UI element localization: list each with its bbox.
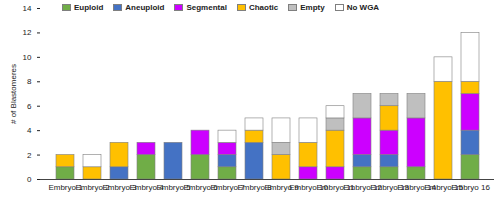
svg-text:Embryo 11: Embryo 11 [316,183,355,193]
svg-text:# of Blastomeres: # of Blastomeres [9,64,18,124]
svg-text:8: 8 [27,77,32,86]
svg-text:Embryo 6: Embryo 6 [183,183,218,193]
html-text:Segmental: Segmental [186,3,227,12]
svg-text:6: 6 [27,102,32,111]
svg-text:0: 0 [27,175,32,184]
html-text:Euploid: Euploid [74,3,104,12]
svg-text:Embryo 10: Embryo 10 [289,183,328,193]
svg-text:Embryo 14: Embryo 14 [397,183,436,193]
html-text:Chaotic: Chaotic [248,3,279,12]
svg-text:4: 4 [27,126,32,135]
svg-text:Embryo 2: Embryo 2 [75,183,110,193]
svg-text:Embryo 13: Embryo 13 [370,183,409,193]
svg-text:Embryo 12: Embryo 12 [343,183,382,193]
svg-text:Embryo 4: Embryo 4 [129,183,164,193]
svg-text:Embryo 5: Embryo 5 [156,183,191,193]
svg-text:12: 12 [23,28,32,37]
svg-text:Embryo 8: Embryo 8 [237,183,272,193]
svg-text:10: 10 [23,53,32,62]
html-text:Empty: Empty [300,3,325,12]
svg-text:Embryo 16: Embryo 16 [451,183,490,192]
svg-text:Embryo 1: Embryo 1 [48,183,83,193]
svg-text:Embryo 7: Embryo 7 [210,183,245,193]
svg-text:2: 2 [27,151,32,160]
svg-text:Embryo 15: Embryo 15 [424,183,463,193]
html-text:No WGA: No WGA [346,3,380,12]
svg-text:Embryo 9: Embryo 9 [264,183,299,193]
svg-text:14: 14 [23,4,32,13]
svg-text:Embryo 3: Embryo 3 [102,183,137,193]
html-text:Aneuploid: Aneuploid [125,3,165,12]
